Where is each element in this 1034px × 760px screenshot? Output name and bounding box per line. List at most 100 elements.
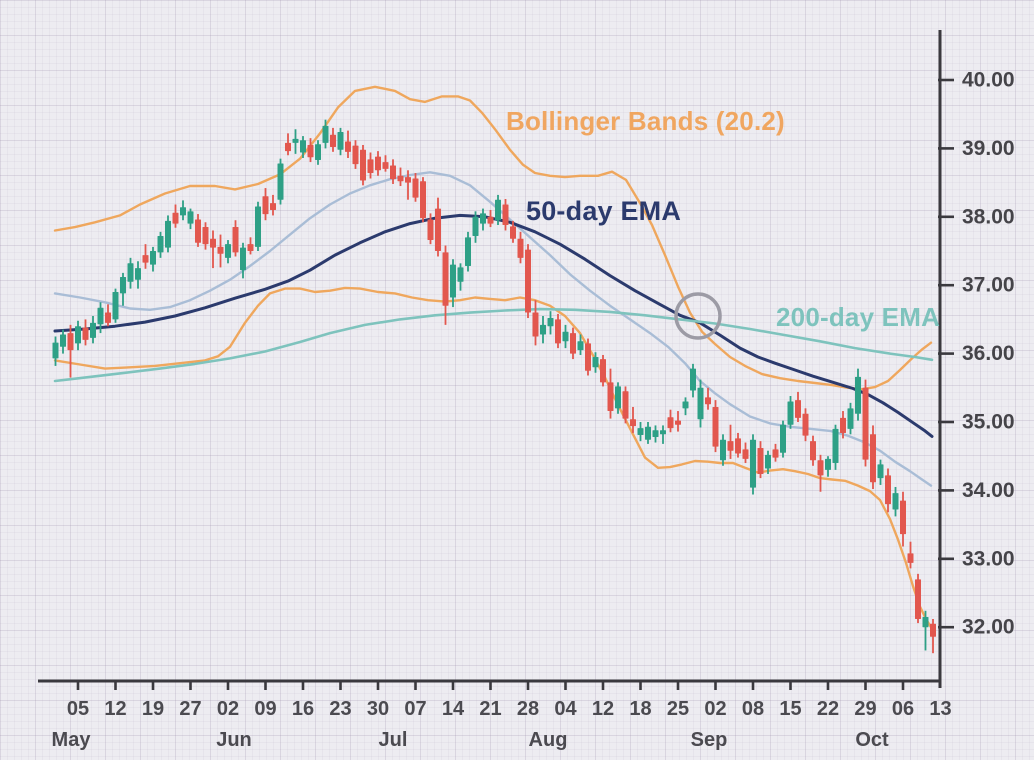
candle-body	[900, 500, 906, 535]
date-tick-label: 29	[854, 698, 876, 720]
candle-body	[127, 263, 134, 282]
candle-body	[630, 419, 636, 427]
date-tick-label: 25	[667, 698, 689, 720]
candle-body	[322, 125, 329, 143]
candle-body	[52, 342, 59, 359]
candle-body	[120, 276, 126, 294]
candle-body	[442, 252, 449, 306]
candle-body	[832, 428, 839, 464]
candle-body	[810, 441, 816, 461]
candle-body	[765, 454, 771, 469]
candle-body	[892, 493, 899, 510]
candle-body	[615, 386, 621, 409]
candle-body	[367, 159, 374, 174]
candle-body	[667, 417, 674, 429]
ema50-label: 50-day EMA	[526, 196, 682, 226]
date-tick-label: 12	[592, 698, 614, 720]
candle-body	[840, 417, 846, 433]
ema200-line	[53, 307, 934, 383]
bollinger-bands-label: Bollinger Bands (20.2)	[506, 106, 785, 136]
candle-body	[255, 206, 261, 247]
price-tick-label: 38.00	[962, 205, 1015, 228]
month-label: Sep	[691, 729, 728, 751]
price-tick-label: 34.00	[962, 479, 1015, 502]
candle-body	[262, 196, 269, 215]
ema200-label: 200-day EMA	[776, 302, 941, 332]
date-tick-label: 22	[817, 698, 839, 720]
candle-body	[480, 213, 486, 224]
candle-body	[622, 391, 629, 419]
date-tick-label: 16	[292, 698, 314, 720]
candle-body	[585, 343, 591, 371]
crossover-circle	[674, 292, 722, 340]
candle-body	[600, 359, 606, 383]
price-tick-label: 33.00	[962, 547, 1015, 570]
bollinger-middle-line	[53, 171, 933, 487]
candle-body	[577, 341, 584, 351]
month-label: May	[52, 729, 92, 751]
candlesticks	[52, 119, 936, 654]
month-label: Aug	[529, 729, 568, 751]
candle-body	[795, 400, 801, 418]
candle-body	[180, 207, 186, 216]
candle-body	[300, 140, 306, 153]
candle-body	[870, 434, 876, 483]
candle-body	[547, 318, 554, 327]
candle-body	[97, 307, 104, 325]
candle-body	[540, 324, 546, 335]
month-label: Oct	[855, 729, 889, 751]
price-tick-label: 35.00	[962, 411, 1015, 434]
candle-body	[172, 212, 179, 224]
candle-body	[495, 199, 501, 221]
candle-body	[570, 333, 576, 354]
candle-body	[337, 131, 344, 150]
candle-body	[555, 319, 561, 344]
date-tick-label: 07	[404, 698, 426, 720]
date-tick-label: 18	[629, 698, 651, 720]
candle-body	[82, 327, 89, 340]
candle-body	[592, 357, 599, 368]
candle-body	[862, 387, 869, 460]
candle-body	[307, 144, 314, 158]
candle-body	[847, 408, 854, 429]
date-tick-label: 15	[779, 698, 801, 720]
candle-body	[330, 134, 336, 148]
candle-body	[270, 203, 276, 210]
candle-body	[225, 244, 231, 258]
candle-body	[645, 426, 651, 440]
candle-body	[817, 460, 824, 476]
date-tick-label: 14	[442, 698, 465, 720]
candle-body	[450, 264, 456, 298]
candle-body	[67, 333, 74, 351]
date-tick-label: 19	[142, 698, 164, 720]
price-tick-label: 37.00	[962, 274, 1015, 297]
candle-body	[135, 268, 141, 280]
candle-body	[112, 292, 119, 320]
candle-body	[525, 249, 531, 313]
date-tick-label: 04	[554, 698, 577, 720]
candle-body	[750, 439, 756, 488]
price-tick-label: 40.00	[962, 69, 1015, 92]
candle-body	[472, 216, 479, 236]
date-tick-label: 21	[479, 698, 501, 720]
candle-body	[487, 216, 494, 224]
candle-body	[652, 430, 659, 438]
candle-body	[352, 145, 359, 165]
candle-body	[510, 226, 516, 239]
date-tick-label: 06	[892, 698, 914, 720]
candle-body	[720, 439, 726, 461]
candle-body	[682, 401, 689, 409]
date-tick-label: 08	[742, 698, 764, 720]
price-tick-label: 36.00	[962, 342, 1015, 365]
candle-body	[727, 441, 734, 451]
candle-body	[195, 219, 201, 243]
price-tick-label: 39.00	[962, 137, 1015, 160]
candle-body	[502, 204, 509, 226]
candle-body	[532, 312, 539, 337]
candle-body	[202, 227, 209, 245]
candle-body	[885, 475, 891, 505]
date-tick-label: 02	[217, 698, 239, 720]
candle-body	[247, 244, 254, 251]
candle-body	[210, 238, 216, 248]
